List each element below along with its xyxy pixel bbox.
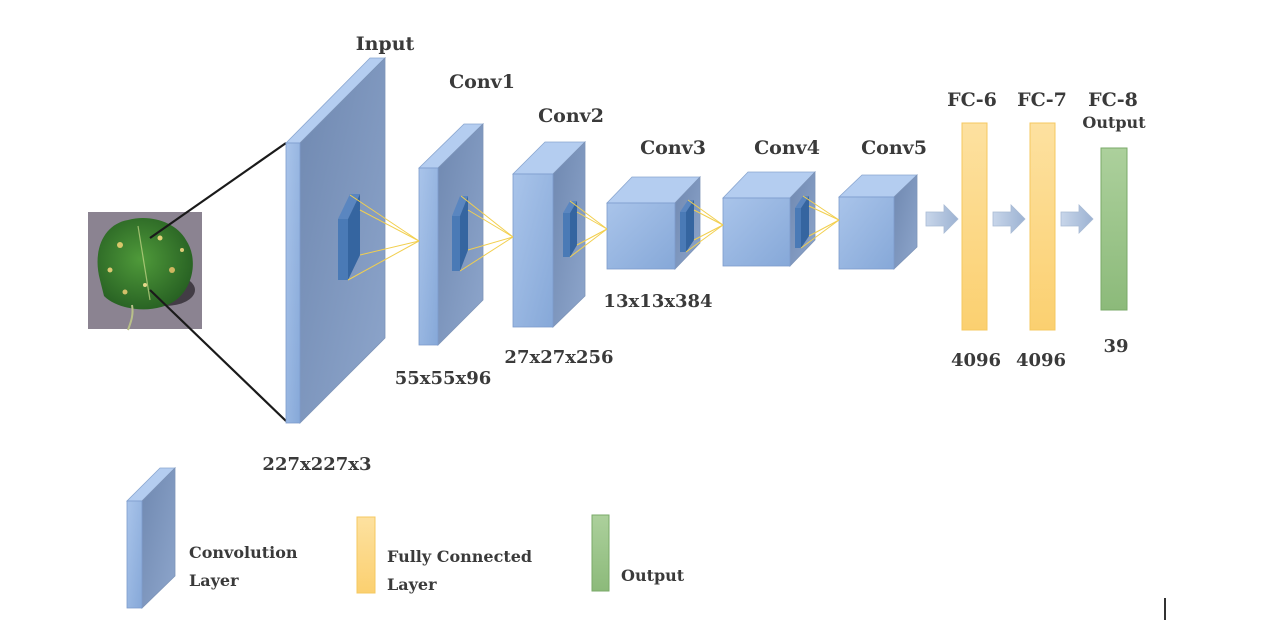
projection-line-bottom: [149, 289, 287, 422]
conv1-label: Conv1: [449, 71, 515, 93]
leaf-image: [88, 212, 202, 331]
legend-fc-label-line1: Fully Connected: [387, 547, 532, 566]
text-cursor-mark: [1164, 598, 1166, 620]
kernel-connectors: [347, 194, 840, 281]
legend-fc-label-line2: Layer: [387, 575, 437, 594]
legend-fc-swatch: [356, 516, 376, 594]
fc7-layer-bar: [1029, 122, 1056, 331]
legend: Convolution Layer Fully Connected Layer …: [126, 467, 685, 609]
conv3-layer-block: [606, 176, 701, 270]
conv2-label: Conv2: [538, 105, 604, 127]
fc8-label: FC-8: [1088, 89, 1138, 111]
fc6-dims: 4096: [951, 350, 1001, 371]
input-dims: 227x227x3: [262, 454, 371, 475]
flow-arrow-3: [1060, 204, 1094, 234]
conv1-dims: 55x55x96: [395, 368, 492, 389]
fc6-layer-bar: [961, 122, 988, 331]
conv3-dims: 13x13x384: [603, 291, 712, 312]
conv2-dims: 27x27x256: [504, 347, 613, 368]
conv2-layer-block: [512, 141, 586, 328]
flow-arrow-1: [925, 204, 959, 234]
flow-arrow-2: [992, 204, 1026, 234]
legend-output-swatch: [591, 514, 610, 592]
fc6-label: FC-6: [947, 89, 997, 111]
fc8-sublabel: Output: [1082, 113, 1146, 132]
legend-output-label: Output: [621, 566, 685, 585]
fc7-dims: 4096: [1016, 350, 1066, 371]
fc7-label: FC-7: [1017, 89, 1067, 111]
fc8-dims: 39: [1103, 336, 1128, 357]
input-label: Input: [356, 33, 415, 55]
projection-line-top: [149, 142, 287, 239]
conv5-layer-block: [838, 174, 918, 270]
legend-conv-label-line1: Convolution: [189, 543, 298, 562]
conv1-layer-block: [418, 123, 484, 346]
conv4-layer-block: [722, 171, 816, 267]
input-layer-block: [285, 57, 386, 424]
conv5-label: Conv5: [861, 137, 927, 159]
legend-conv-label-line2: Layer: [189, 571, 239, 590]
conv4-label: Conv4: [754, 137, 820, 159]
fc8-output-bar: [1100, 147, 1128, 311]
legend-conv-swatch: [126, 467, 176, 609]
conv3-label: Conv3: [640, 137, 706, 159]
